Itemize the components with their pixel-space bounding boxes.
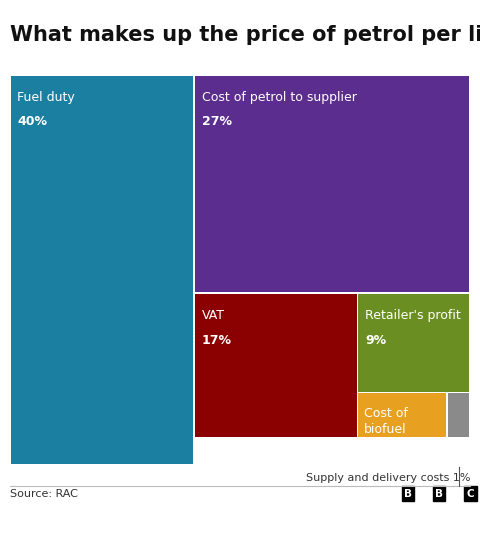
Text: C: C [467, 489, 474, 499]
Text: 40%: 40% [17, 115, 48, 128]
Bar [195, 294, 357, 436]
Text: Cost of
biofuel
content: Cost of biofuel content [364, 407, 412, 452]
Text: Cost of petrol to supplier: Cost of petrol to supplier [202, 91, 357, 104]
Text: What makes up the price of petrol per litre?: What makes up the price of petrol per li… [10, 26, 480, 45]
Text: 9%: 9% [365, 334, 386, 347]
Text: Supply and delivery costs 1%: Supply and delivery costs 1% [306, 473, 470, 483]
Bar [359, 393, 446, 436]
Text: Source: RAC: Source: RAC [10, 489, 77, 499]
Text: 27%: 27% [202, 115, 232, 128]
Text: Retailer's profit: Retailer's profit [365, 309, 461, 323]
Bar [195, 75, 469, 292]
Bar [11, 75, 193, 464]
Bar [448, 393, 469, 436]
Text: Fuel duty: Fuel duty [17, 91, 75, 104]
Text: B: B [435, 489, 443, 499]
Bar [359, 294, 469, 391]
Text: VAT: VAT [202, 309, 225, 323]
Text: 6%: 6% [364, 480, 385, 492]
Text: B: B [404, 489, 412, 499]
Text: 17%: 17% [202, 334, 232, 347]
